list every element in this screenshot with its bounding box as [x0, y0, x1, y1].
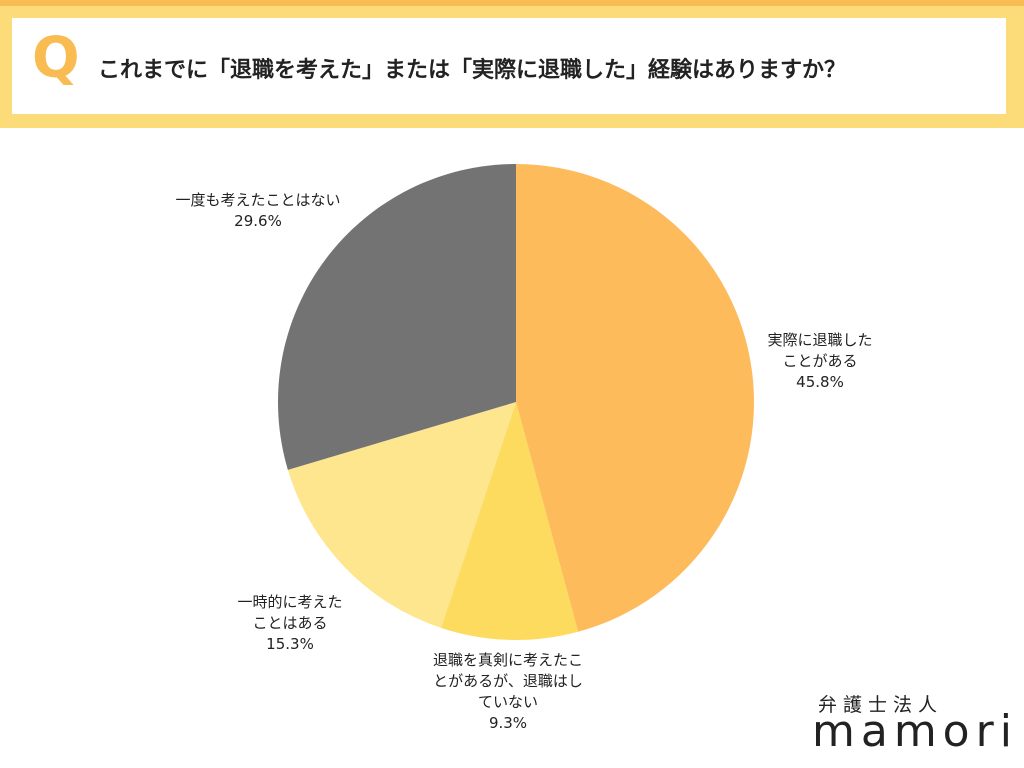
slice-label: 実際に退職した ことがある — [767, 331, 873, 370]
slice-label: 退職を真剣に考えたこ とがあるが、退職はし ていない — [432, 651, 584, 711]
badge: Q — [32, 26, 80, 91]
value-label: 29.6% — [234, 212, 282, 230]
pie-slice — [287, 402, 516, 628]
pie-slice — [278, 164, 516, 470]
value-label: 45.8% — [796, 373, 844, 391]
slice-label: 一時的に考えた ことはある — [237, 593, 343, 632]
pie-slice — [441, 402, 579, 640]
header: Q これまでに「退職を考えた」または「実際に退職した」経験はありますか？ — [0, 0, 1024, 128]
value-label: 15.3% — [266, 635, 314, 653]
slice-label: 一度も考えたことはない — [175, 191, 341, 209]
logo-name: mamori — [812, 706, 1018, 757]
chart-title: これまでに「退職を考えた」または「実際に退職した」経験はありますか？ — [98, 58, 847, 83]
question-box: Q これまでに「退職を考えた」または「実際に退職した」経験はありますか？ — [12, 18, 1006, 114]
value-label: 9.3% — [488, 714, 528, 732]
pie-slice — [516, 164, 754, 632]
logo-sub: 弁護士法人 — [818, 694, 944, 716]
